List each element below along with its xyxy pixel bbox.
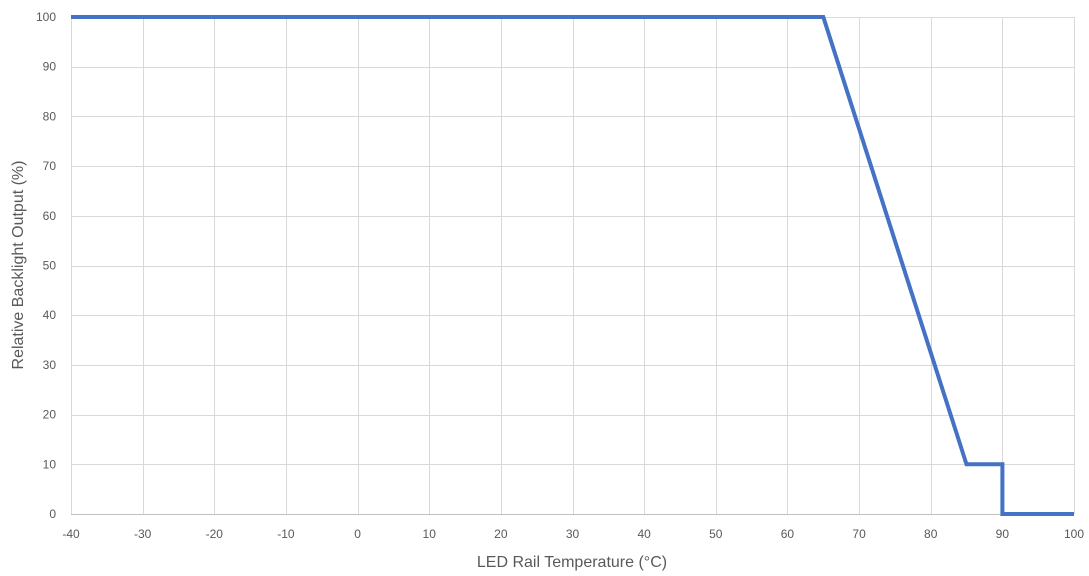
x-tick-label: -20 — [206, 527, 224, 541]
x-tick-label: 30 — [566, 527, 580, 541]
x-tick-label: -40 — [62, 527, 80, 541]
series-group — [71, 15, 1074, 516]
y-tick-label: 20 — [43, 408, 57, 422]
y-tick-label: 70 — [43, 159, 57, 173]
x-tick-label: 0 — [354, 527, 361, 541]
x-tick-label: 100 — [1064, 527, 1084, 541]
y-axis-title: Relative Backlight Output (%) — [10, 161, 27, 370]
x-tick-label: 10 — [423, 527, 437, 541]
x-tick-label: 40 — [637, 527, 651, 541]
x-axis-title: LED Rail Temperature (°C) — [477, 554, 667, 571]
y-tick-label: 80 — [43, 109, 57, 123]
x-tick-label: 90 — [996, 527, 1010, 541]
y-tick-label: 40 — [43, 308, 57, 322]
x-tick-label: 60 — [781, 527, 795, 541]
x-tick-label: -10 — [277, 527, 295, 541]
x-tick-label: -30 — [134, 527, 152, 541]
x-tick-label: 20 — [494, 527, 508, 541]
y-tick-label: 10 — [43, 457, 57, 471]
y-tick-label: 0 — [49, 507, 56, 521]
y-tick-label: 50 — [43, 259, 57, 273]
y-tick-label: 60 — [43, 209, 57, 223]
y-tick-label: 90 — [43, 60, 57, 74]
gridlines — [71, 17, 1075, 514]
series-line — [71, 15, 1074, 516]
x-tick-label: 80 — [924, 527, 938, 541]
y-tick-label: 30 — [43, 358, 57, 372]
x-tick-label: 50 — [709, 527, 723, 541]
tick-labels: -40 -30 -20 -10 0 10 20 30 40 50 60 70 80 90 100 0 10 20 3… — [36, 10, 1084, 541]
y-tick-label: 100 — [36, 10, 56, 24]
x-tick-label: 70 — [852, 527, 866, 541]
